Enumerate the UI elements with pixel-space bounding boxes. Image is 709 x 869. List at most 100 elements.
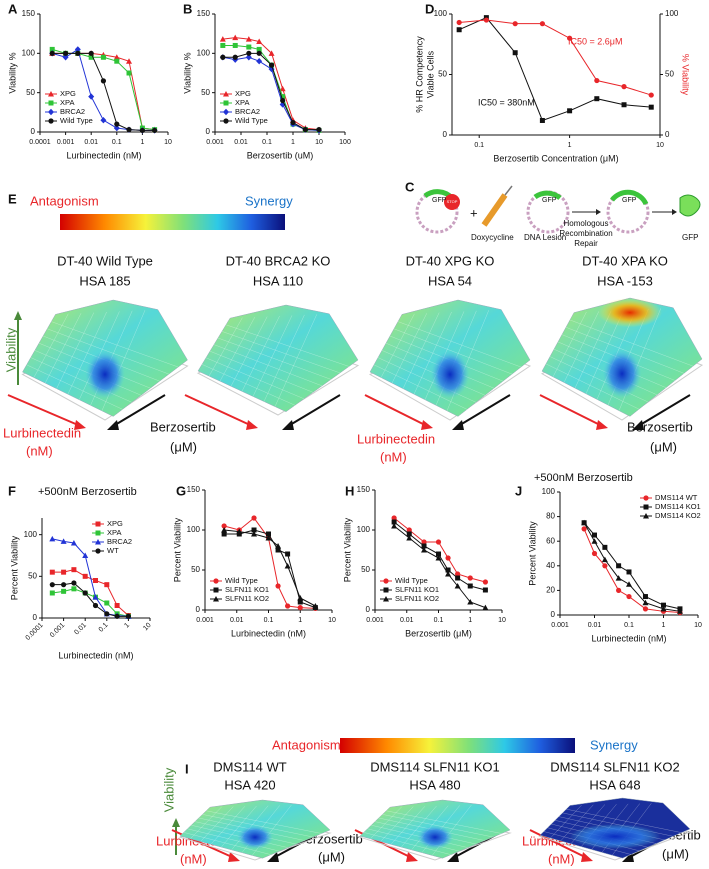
data-point <box>126 127 132 133</box>
data-point <box>232 34 239 41</box>
x-tick-label: 0.01 <box>84 139 98 146</box>
legend-marker <box>95 521 101 527</box>
data-point <box>265 535 272 541</box>
legend-marker <box>223 108 229 116</box>
data-point <box>297 605 303 611</box>
chart: J +500nM Berzosertib 0 20 40 60 80 100 0.001 0.01… <box>515 472 702 643</box>
surface-mesh <box>56 312 95 389</box>
synergy-label: Synergy <box>245 193 293 208</box>
surface-mesh <box>574 310 612 389</box>
surface-mesh <box>569 319 694 367</box>
data-point <box>256 50 262 56</box>
legend-marker <box>213 587 219 593</box>
data-point <box>602 563 608 569</box>
data-point <box>421 543 427 549</box>
surface-blob <box>417 825 453 850</box>
x-tick-label: 0.01 <box>73 622 88 637</box>
y-axis-label: Viable Cells <box>425 50 435 98</box>
data-point <box>251 515 257 521</box>
legend-marker <box>383 578 389 584</box>
data-point <box>100 78 107 84</box>
antagonism-label: Antagonism <box>30 193 99 208</box>
legend-marker <box>48 118 54 124</box>
surface-mesh <box>208 317 243 377</box>
data-point <box>114 603 120 608</box>
y-tick-label: 0 <box>33 613 38 622</box>
data-point <box>49 569 55 575</box>
axis-arrows <box>7 311 691 430</box>
x-axis-label: (nM) <box>180 851 207 866</box>
annotation: IC50 = 380nM <box>478 97 535 107</box>
schematic: STOP GFP + GFP GFP Doxycycline DNA Lesio… <box>415 185 701 248</box>
surface-hsa: HSA 110 <box>253 273 303 288</box>
x-tick-label: 10 <box>315 139 323 146</box>
x-tick-label: 0.01 <box>234 139 248 146</box>
x-tick-label: 0.001 <box>57 139 75 146</box>
x-axis-label: Lurbinectedin (nM) <box>58 650 133 660</box>
surface-mesh <box>44 313 82 384</box>
legend-label: WT <box>107 546 119 555</box>
x-tick-label: 0.01 <box>400 617 414 624</box>
data-point <box>594 96 600 102</box>
synergy-surface <box>540 297 704 421</box>
data-point <box>567 35 573 41</box>
surface-mesh <box>274 314 318 407</box>
y-tick-label: 100 <box>542 487 556 496</box>
legend-label: XPA <box>60 98 74 107</box>
data-point <box>268 50 275 56</box>
surface-title: DMS114 SLFN11 KO2 <box>550 759 680 774</box>
colorbar <box>60 214 285 230</box>
legend-label: XPG <box>235 89 251 98</box>
data-point <box>615 575 622 581</box>
z-axis-label: Viability <box>161 767 176 812</box>
data-point <box>626 581 632 587</box>
data-point <box>251 531 258 537</box>
surface-blob <box>85 350 125 399</box>
plus: + <box>470 205 478 220</box>
data-point <box>621 102 627 108</box>
data-point <box>445 571 452 577</box>
x-tick-label: 0.001 <box>206 139 224 146</box>
data-point <box>49 50 55 56</box>
y-axis-label: (μM) <box>318 849 345 864</box>
plasmid-label: GFP <box>622 197 637 204</box>
panel-letter: E <box>8 191 17 206</box>
data-point <box>445 567 451 573</box>
data-point <box>152 127 158 134</box>
data-point <box>88 54 94 60</box>
surface-mesh <box>552 311 587 377</box>
data-point <box>71 586 77 592</box>
y-axis-label: Viability % <box>182 52 192 93</box>
synergy-surface <box>21 299 189 421</box>
x-tick-label: 1 <box>298 617 302 624</box>
x-axis-label: (nM) <box>26 443 53 458</box>
data-point <box>232 54 238 60</box>
data-point <box>275 547 281 553</box>
series-line <box>583 528 680 614</box>
data-point <box>71 580 77 586</box>
surface-hot <box>598 298 662 328</box>
y-axis-label: (μM) <box>170 439 197 454</box>
legend-label: Wild Type <box>60 116 93 125</box>
data-point <box>92 602 99 609</box>
chart: H 0 50 100 150 0.001 0.01 0.1 1 10 Berzosertib (μM… <box>342 483 506 638</box>
surface-mesh <box>252 315 293 397</box>
data-point <box>436 551 441 557</box>
y-tick-label: 50 <box>438 70 447 79</box>
data-point <box>626 593 632 600</box>
panel-letter: B <box>183 1 192 16</box>
y-tick-label: 150 <box>187 485 201 494</box>
y-tick-label: 0 <box>551 610 556 619</box>
synergy-label: Synergy <box>590 737 638 752</box>
surface-mesh <box>230 316 268 387</box>
legend-marker <box>48 91 54 97</box>
legend-marker <box>95 539 101 545</box>
legend-label: XPA <box>107 528 121 537</box>
surface-mesh <box>241 315 280 392</box>
plasmid-label: GFP <box>432 197 447 204</box>
annotation: IC50 = 2.6μM <box>568 36 622 46</box>
surface-mesh <box>221 331 341 374</box>
surface-mesh <box>225 324 350 367</box>
surface-mesh <box>370 806 402 839</box>
